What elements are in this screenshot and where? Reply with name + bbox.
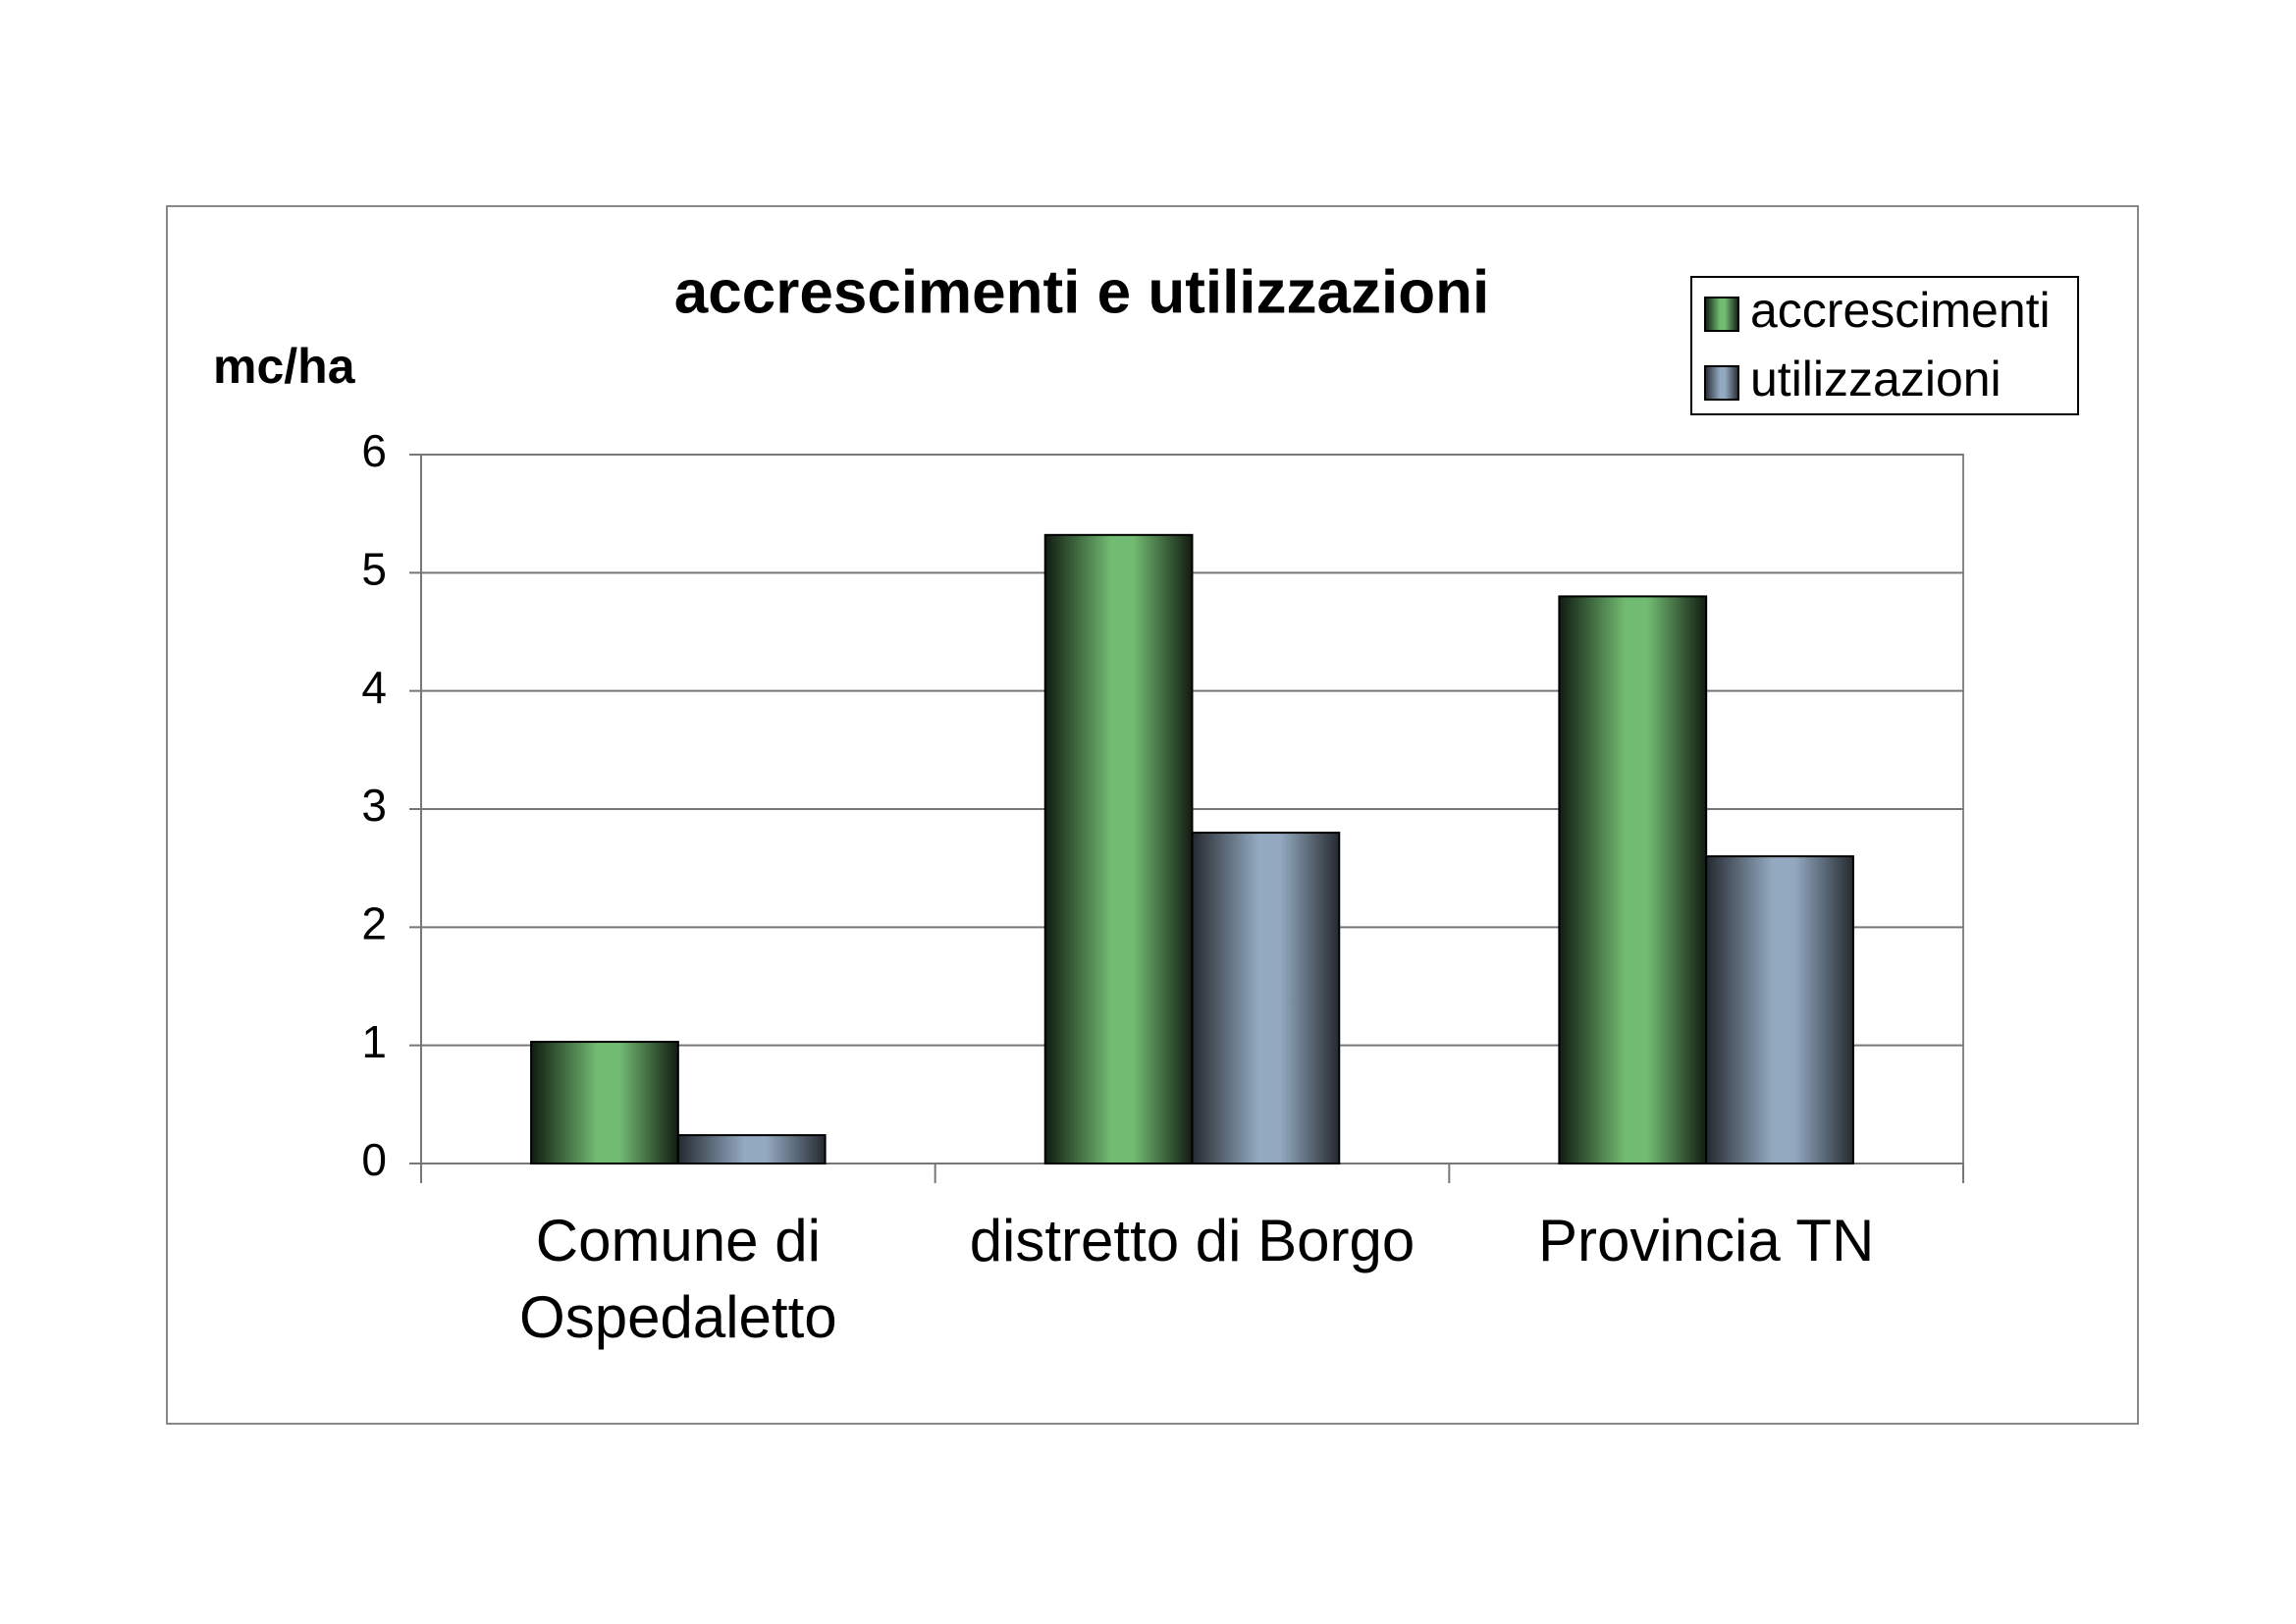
legend-swatch [1704,365,1739,401]
bar [1043,533,1194,1164]
bar [1191,832,1341,1164]
x-tick-label: Comune di Ospedaletto [519,1208,837,1350]
x-tick-label: Provincia TN [1537,1208,1875,1273]
bar [530,1041,679,1164]
y-axis-label: mc/ha [213,339,356,394]
legend-swatch [1704,297,1739,332]
legend-box [1690,276,2079,415]
y-tick-label: 5 [361,543,387,594]
bar [1705,855,1854,1165]
y-tick-label: 1 [361,1016,387,1067]
bar [1558,595,1708,1164]
y-tick-label: 0 [361,1134,387,1185]
y-tick-label: 6 [361,425,387,476]
legend-label: utilizzazioni [1750,352,2002,406]
y-tick-label: 4 [361,662,387,713]
x-tick-label: distretto di Borgo [969,1208,1415,1273]
bar [676,1134,827,1164]
legend-label: accrescimenti [1750,283,2051,338]
chart-title: accrescimenti e utilizzazioni [674,258,1489,326]
y-tick-label: 3 [361,780,387,831]
y-tick-label: 2 [361,897,387,948]
